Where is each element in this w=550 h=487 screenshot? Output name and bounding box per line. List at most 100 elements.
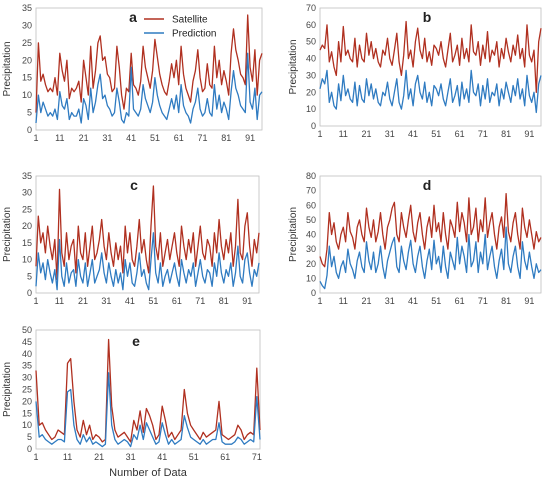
x-tick-label: 31 [126,452,136,462]
y-axis-label: Precipitation [2,41,13,96]
series-line-satellite [35,338,261,443]
y-tick-label: 40 [306,54,316,64]
x-tick-label: 81 [501,129,511,139]
y-tick-label: 0 [311,288,316,298]
panel-label: c [130,177,138,193]
y-tick-label: 60 [306,20,316,30]
legend-label: Satellite [172,15,208,26]
series-line-prediction [35,232,260,291]
x-tick-label: 91 [524,296,534,306]
y-axis-label: Precipitation [288,207,299,262]
legend-label: Prediction [172,29,216,40]
x-tick-label: 61 [174,133,184,143]
y-tick-label: 35 [22,171,32,181]
y-tick-label: 40 [306,230,316,240]
series-line-prediction [319,226,542,290]
y-tick-label: 10 [306,273,316,283]
x-tick-label: 81 [221,133,231,143]
x-tick-label: 11 [339,296,348,306]
y-tick-label: 50 [22,325,32,335]
x-tick-label: 81 [501,296,511,306]
y-tick-label: 40 [22,349,32,359]
panel-label: e [132,333,140,349]
y-tick-label: 25 [22,38,32,48]
y-tick-label: 45 [22,337,32,347]
y-tick-label: 30 [22,188,32,198]
x-tick-label: 21 [362,296,372,306]
y-tick-label: 60 [306,200,316,210]
x-tick-label: 41 [408,129,418,139]
y-axis-label: Precipitation [2,207,13,262]
x-tick-label: 11 [63,452,72,462]
plot-frame [35,329,261,450]
y-tick-label: 0 [27,444,32,454]
x-axis-label: Number of Data [109,467,188,479]
x-tick-label: 61 [220,452,230,462]
y-tick-label: 15 [22,73,32,83]
y-tick-label: 30 [306,70,316,80]
y-tick-label: 10 [22,255,32,265]
x-tick-label: 41 [408,296,418,306]
series-line-satellite [35,14,263,113]
series-line-prediction [319,69,542,114]
y-tick-label: 70 [306,3,316,13]
y-tick-label: 5 [27,108,32,118]
x-tick-label: 1 [317,296,322,306]
x-tick-label: 21 [78,296,88,306]
x-tick-label: 51 [150,133,160,143]
y-tick-label: 0 [27,288,32,298]
y-tick-label: 30 [22,20,32,30]
y-tick-label: 5 [27,271,32,281]
x-tick-label: 1 [317,129,322,139]
x-tick-label: 31 [102,133,112,143]
y-tick-label: 20 [22,55,32,65]
x-tick-label: 91 [524,129,534,139]
y-tick-label: 10 [22,90,32,100]
x-tick-label: 71 [198,133,208,143]
y-tick-label: 30 [22,373,32,383]
x-tick-label: 41 [126,133,136,143]
plot-frame [319,7,542,127]
x-tick-label: 51 [431,296,441,306]
x-tick-label: 81 [219,296,229,306]
series-line-prediction [35,372,261,448]
y-tick-label: 15 [22,238,32,248]
y-tick-label: 10 [22,420,32,430]
x-tick-label: 21 [79,133,89,143]
x-tick-label: 51 [189,452,199,462]
x-tick-label: 61 [172,296,182,306]
y-tick-label: 20 [306,259,316,269]
x-tick-label: 1 [33,133,38,143]
y-tick-label: 25 [22,385,32,395]
x-tick-label: 21 [94,452,104,462]
y-tick-label: 30 [306,244,316,254]
y-tick-label: 20 [22,396,32,406]
series-line-satellite [319,20,542,93]
x-tick-label: 51 [148,296,158,306]
series-line-satellite [319,192,542,268]
y-axis-label: Precipitation [2,362,13,417]
x-tick-label: 31 [385,129,395,139]
series-line-satellite [35,185,260,281]
y-tick-label: 70 [306,186,316,196]
x-tick-label: 31 [385,296,395,306]
y-tick-label: 25 [22,204,32,214]
y-tick-label: 35 [22,361,32,371]
x-tick-label: 51 [431,129,441,139]
y-tick-label: 20 [306,87,316,97]
y-tick-label: 5 [27,432,32,442]
x-tick-label: 61 [455,129,465,139]
x-tick-label: 61 [455,296,465,306]
x-tick-label: 71 [195,296,205,306]
y-tick-label: 80 [306,171,316,181]
x-tick-label: 41 [125,296,135,306]
panel-label: a [129,9,137,25]
x-tick-label: 11 [55,296,64,306]
x-tick-label: 41 [157,452,167,462]
x-tick-label: 31 [101,296,111,306]
